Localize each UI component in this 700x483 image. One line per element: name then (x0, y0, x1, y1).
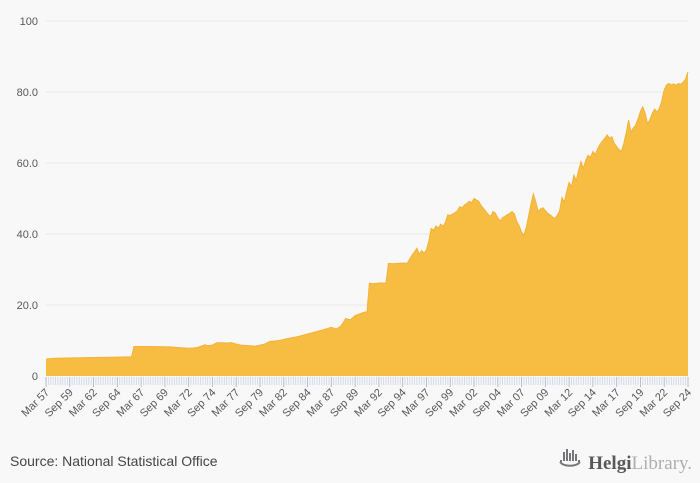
x-axis-ticks (45, 377, 689, 387)
y-tick-label: 0 (32, 371, 38, 383)
y-tick-label: 60.0 (17, 158, 38, 170)
helgi-library-logo[interactable]: HelgiLibrary. (558, 447, 692, 475)
y-tick-label: 80.0 (17, 87, 38, 99)
logo-text-helgi: Helgi (588, 453, 632, 474)
y-tick-label: 100 (20, 16, 38, 28)
y-tick-label: 20.0 (17, 300, 38, 312)
y-axis-labels: 0 20.0 40.0 60.0 80.0 100 (17, 16, 38, 383)
area-series-line (45, 71, 689, 360)
logo-text: HelgiLibrary. (588, 453, 692, 475)
logo-text-library: Library. (631, 453, 693, 474)
source-text: Source: National Statistical Office (10, 453, 218, 469)
helgi-bars-icon (558, 447, 583, 475)
y-tick-label: 40.0 (17, 229, 38, 241)
chart-footer: Source: National Statistical Office (10, 446, 692, 476)
area-series[interactable] (46, 71, 688, 377)
